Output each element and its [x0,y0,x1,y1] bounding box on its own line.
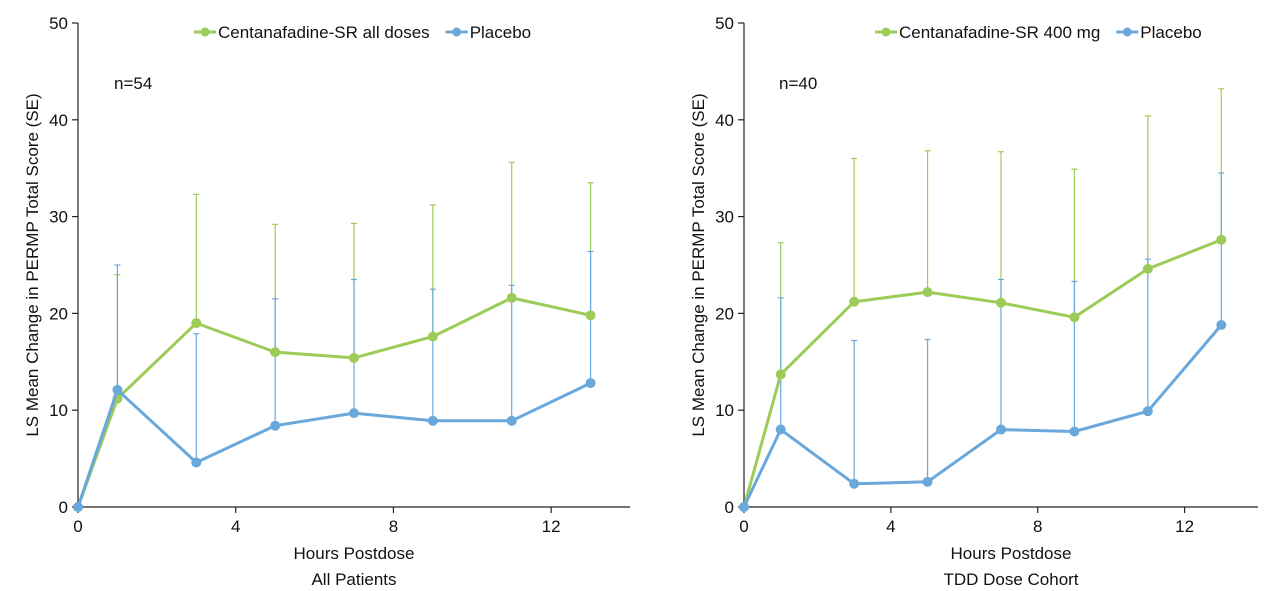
y-tick-label: 50 [715,14,734,33]
error-bar [924,338,931,482]
legend-item: Centanafadine-SR all doses [194,23,430,42]
data-point [191,318,202,329]
y-tick-label: 0 [59,498,68,517]
legend-item: Placebo [445,23,531,42]
y-tick-label: 40 [715,111,734,130]
data-point [73,502,83,512]
error-bar [1218,172,1225,326]
x-tick-label: 4 [231,517,240,536]
error-bar [351,278,357,414]
data-point [1069,312,1080,323]
data-point [996,424,1006,435]
y-tick-label: 20 [49,304,68,323]
data-point [1142,263,1153,274]
x-tick-label: 12 [542,517,561,536]
error-bar [272,298,279,426]
x-axis-subtitle: TDD Dose Cohort [943,570,1078,589]
y-tick-label: 10 [49,401,68,420]
y-tick-label: 40 [49,111,68,130]
legend-marker [881,27,891,37]
y-tick-label: 20 [715,304,734,323]
x-axis-title: Hours Postdose [951,544,1072,563]
data-point [349,408,359,419]
x-tick-label: 8 [1033,517,1042,536]
legend-item: Centanafadine-SR 400 mg [875,23,1100,42]
error-bar [1144,115,1151,269]
error-bar [851,157,858,302]
x-tick-label: 12 [1175,517,1194,536]
data-point [849,478,860,489]
data-point [739,502,749,512]
data-point [1142,406,1153,417]
data-point [506,292,517,303]
chart-panel-2: 0 10 20 30 40 50 0 4 8 12 Hours Postdose TDD Dose C… [689,14,1258,589]
x-tick-label: 8 [389,517,398,536]
data-point [775,424,786,435]
data-point [270,420,281,431]
data-point [922,476,933,487]
data-point [349,352,359,363]
y-axis-title: LS Mean Change in PERMP Total Score (SE) [23,93,42,436]
error-bar [193,193,200,324]
error-bar [777,297,784,430]
legend: Centanafadine-SR all doses Placebo [194,23,531,42]
legend-marker [452,27,462,37]
data-point [585,310,596,321]
error-bar [114,264,121,390]
error-bar [998,151,1004,303]
error-bar [851,339,858,484]
y-tick-label: 30 [715,208,734,227]
data-point [112,384,123,395]
data-point [1069,426,1080,437]
data-point [1216,234,1227,245]
y-tick-label: 10 [715,401,734,420]
legend-marker [200,27,210,37]
sample-size-annotation: n=54 [114,74,152,93]
error-bar [508,161,515,298]
data-point [585,378,596,389]
x-tick-label: 0 [73,517,82,536]
data-point [427,331,438,342]
y-axis-title: LS Mean Change in PERMP Total Score (SE) [689,93,708,436]
legend-item: Placebo [1116,23,1202,42]
legend-label: Placebo [470,23,531,42]
series-line-treatment [76,296,591,508]
data-point [270,347,281,358]
error-bar [508,284,515,421]
legend-label: Placebo [1140,23,1201,42]
x-tick-label: 4 [886,517,895,536]
legend-label: Centanafadine-SR 400 mg [899,23,1100,42]
data-point [427,415,438,426]
y-tick-label: 30 [49,208,68,227]
data-point [506,415,517,426]
data-point [191,457,202,468]
data-point [922,287,933,298]
error-bar [924,150,931,293]
y-tick-label: 50 [49,14,68,33]
error-bar [1144,258,1151,412]
y-tick-label: 0 [725,498,734,517]
series-line-placebo [742,324,1223,508]
legend-label: Centanafadine-SR all doses [218,23,430,42]
chart-panel-1: 0 10 20 30 40 50 0 4 8 12 Hours Postdose All Patien… [23,14,630,589]
error-bar [1071,280,1078,432]
data-point [849,296,860,307]
data-point [775,369,786,380]
sample-size-annotation: n=40 [779,74,817,93]
x-axis-title: Hours Postdose [294,544,415,563]
legend: Centanafadine-SR 400 mg Placebo [875,23,1202,42]
legend-marker [1122,27,1132,37]
x-tick-label: 0 [739,517,748,536]
x-axis-subtitle: All Patients [311,570,396,589]
data-point [1216,320,1227,331]
data-point [996,297,1006,308]
error-bar [429,288,436,421]
error-bar [193,333,200,463]
series-line-placebo [76,381,592,508]
series-line-treatment [742,238,1222,508]
